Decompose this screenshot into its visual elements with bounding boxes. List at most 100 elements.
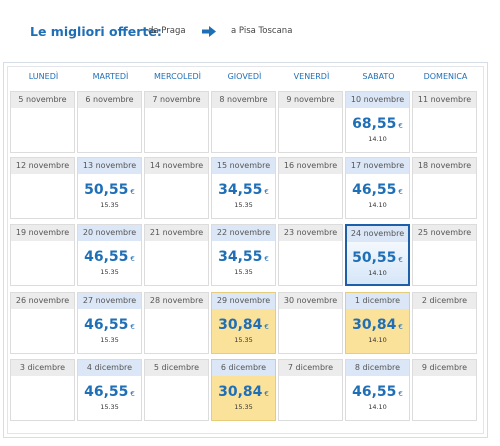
calendar-day: 23 novembre: [278, 224, 343, 286]
day-date-label: 13 novembre: [78, 158, 141, 174]
day-date-label: 12 novembre: [11, 158, 74, 174]
day-date-label: 14 novembre: [145, 158, 208, 174]
departure-time: 14.10: [368, 269, 387, 277]
calendar-week-row: 26 novembre 27 novembre 46,55 €15.35 28 nove…: [10, 292, 478, 354]
fare-price[interactable]: 50,55 €: [78, 179, 141, 198]
day-date-label: 3 dicembre: [11, 360, 74, 376]
fare-amount[interactable]: 46,55: [352, 384, 397, 400]
calendar-week-row: 5 novembre 6 novembre 7 novembre 8 novembre…: [10, 91, 478, 153]
day-date-label: 28 novembre: [145, 293, 208, 309]
day-date-label: 21 novembre: [145, 225, 208, 241]
weekday-wednesday: MERCOLEDÌ: [153, 72, 202, 81]
fare-amount[interactable]: 50,55: [84, 182, 129, 198]
calendar-day-fare[interactable]: 24 novembre 50,55 €14.10: [345, 224, 410, 286]
currency-symbol: €: [264, 390, 269, 398]
day-date-label: 9 dicembre: [413, 360, 476, 376]
calendar-day-fare[interactable]: 22 novembre 34,55 €15.35: [211, 224, 276, 286]
day-date-label: 26 novembre: [11, 293, 74, 309]
calendar-day-fare[interactable]: 27 novembre 46,55 €15.35: [77, 292, 142, 354]
day-date-label: 2 dicembre: [413, 293, 476, 309]
day-date-label: 9 novembre: [279, 92, 342, 108]
calendar-week-row: 19 novembre 20 novembre 46,55 €15.35 21 nove…: [10, 224, 478, 286]
day-date-label: 15 novembre: [212, 158, 275, 174]
fare-amount[interactable]: 30,84: [218, 317, 263, 333]
day-date-label: 4 dicembre: [78, 360, 141, 376]
day-date-label: 29 novembre: [212, 293, 275, 309]
departure-time: 15.35: [100, 403, 119, 411]
fare-amount[interactable]: 46,55: [84, 384, 129, 400]
calendar-day: 30 novembre: [278, 292, 343, 354]
day-date-label: 20 novembre: [78, 225, 141, 241]
calendar-day-fare[interactable]: 4 dicembre 46,55 € 15.35: [77, 359, 142, 421]
origin-label: da Praga: [148, 26, 186, 36]
calendar-day-fare[interactable]: 17 novembre 46,55 €14.10: [345, 157, 410, 219]
currency-symbol: €: [130, 323, 135, 331]
calendar-day: 11 novembre: [412, 91, 477, 153]
day-date-label: 7 novembre: [145, 92, 208, 108]
fare-amount[interactable]: 50,55: [352, 250, 397, 266]
fare-price[interactable]: 34,55 €: [212, 246, 275, 265]
currency-symbol: €: [130, 255, 135, 263]
day-date-label: 8 dicembre: [346, 360, 409, 376]
fare-amount[interactable]: 30,84: [218, 384, 263, 400]
calendar-day: 12 novembre: [10, 157, 75, 219]
fare-amount[interactable]: 34,55: [218, 249, 263, 265]
weekday-saturday: SABATO: [362, 72, 395, 81]
day-date-label: 1 dicembre: [346, 293, 409, 309]
calendar-day: 16 novembre: [278, 157, 343, 219]
calendar-day-fare[interactable]: 13 novembre 50,55 €15.35: [77, 157, 142, 219]
calendar-day: 9 dicembre: [412, 359, 477, 421]
day-date-label: 8 novembre: [212, 92, 275, 108]
currency-symbol: €: [398, 256, 403, 264]
fare-amount[interactable]: 46,55: [352, 182, 397, 198]
fare-amount[interactable]: 34,55: [218, 182, 263, 198]
day-date-label: 19 novembre: [11, 225, 74, 241]
fare-price[interactable]: 46,55 €: [346, 381, 409, 400]
calendar-day-fare[interactable]: 10 novembre 68,55 €14.10: [345, 91, 410, 153]
fare-price[interactable]: 30,84 €: [346, 314, 409, 333]
fare-amount[interactable]: 30,84: [352, 317, 397, 333]
destination-label: a Pisa Toscana: [231, 26, 293, 36]
currency-symbol: €: [130, 188, 135, 196]
fare-price[interactable]: 30,84 €: [212, 314, 275, 333]
weekday-thursday: GIOVEDÌ: [227, 72, 262, 81]
calendar-week-row: 3 dicembre 4 dicembre 46,55 €15.35 5 dicembr…: [10, 359, 478, 421]
currency-symbol: €: [398, 122, 403, 130]
fare-price[interactable]: 30,84 €: [212, 381, 275, 400]
calendar-day-fare[interactable]: 29 novembre 30,84 €15.35: [211, 292, 276, 354]
fare-price[interactable]: 46,55 €: [78, 246, 141, 265]
calendar-day: 21 novembre: [144, 224, 209, 286]
calendar-day: 5 novembre: [10, 91, 75, 153]
day-date-label: 16 novembre: [279, 158, 342, 174]
calendar-day-fare[interactable]: 15 novembre 34,55 €15.35: [211, 157, 276, 219]
calendar-day: 26 novembre: [10, 292, 75, 354]
weekday-sunday: DOMENICA: [423, 72, 468, 81]
currency-symbol: €: [398, 323, 403, 331]
calendar-day-fare[interactable]: 1 dicembre 30,84 €14.10: [345, 292, 410, 354]
calendar-day-fare[interactable]: 20 novembre 46,55 €15.35: [77, 224, 142, 286]
fare-price[interactable]: 50,55 €: [347, 247, 408, 266]
day-date-label: 6 novembre: [78, 92, 141, 108]
fare-price[interactable]: 46,55 €: [78, 314, 141, 333]
calendar-day: 5 dicembre: [144, 359, 209, 421]
fare-price[interactable]: 68,55 €: [346, 113, 409, 132]
fare-price[interactable]: 46,55 €: [346, 179, 409, 198]
weekday-header-row: LUNEDÌ MARTEDÌ MERCOLEDÌ GIOVEDÌ VENERDÌ…: [10, 72, 478, 88]
departure-time: 15.35: [234, 403, 253, 411]
calendar-day-fare[interactable]: 6 dicembre 30,84 €15.35: [211, 359, 276, 421]
departure-time: 15.35: [100, 336, 119, 344]
fare-price[interactable]: 34,55 €: [212, 179, 275, 198]
departure-time: 15.35: [100, 201, 119, 209]
day-date-label: 17 novembre: [346, 158, 409, 174]
currency-symbol: €: [264, 323, 269, 331]
calendar-day: 28 novembre: [144, 292, 209, 354]
fare-amount[interactable]: 46,55: [84, 249, 129, 265]
day-date-label: 18 novembre: [413, 158, 476, 174]
fare-price[interactable]: 46,55 €: [78, 381, 141, 400]
calendar-day-fare[interactable]: 8 dicembre 46,55 €14.10: [345, 359, 410, 421]
day-date-label: 5 novembre: [11, 92, 74, 108]
day-date-label: 24 novembre: [347, 226, 408, 242]
calendar-day: 25 novembre: [412, 224, 477, 286]
fare-amount[interactable]: 46,55: [84, 317, 129, 333]
fare-amount[interactable]: 68,55: [352, 116, 397, 132]
